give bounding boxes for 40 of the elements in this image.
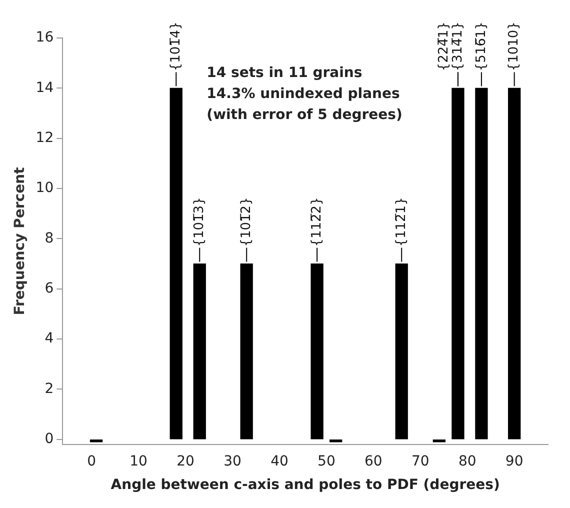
x-axis-title: Angle between c-axis and poles to PDF (degrees) xyxy=(110,477,500,494)
y-axis-title: Frequency Percent xyxy=(12,166,28,316)
annotation: (with error of 5 degrees) xyxy=(206,106,402,123)
y-tick-label: 10 xyxy=(36,180,54,196)
annotation: {314̅1} xyxy=(450,22,466,72)
y-tick-label: 2 xyxy=(44,380,54,397)
annotation: {101̅4} xyxy=(168,22,184,72)
annotation: {224̅1} xyxy=(436,22,452,72)
x-tick-label: 90 xyxy=(505,453,524,470)
bar xyxy=(432,440,446,442)
x-tick-label: 0 xyxy=(87,453,96,470)
x-tick-label: 10 xyxy=(130,453,148,470)
y-tick-label: 14 xyxy=(36,80,54,96)
annotation: {1010} xyxy=(506,22,522,72)
y-tick-label: 0 xyxy=(44,431,54,448)
bar xyxy=(452,88,464,440)
annotation: {112̅1} xyxy=(394,197,409,247)
y-tick-label: 16 xyxy=(36,30,54,46)
x-tick-label: 20 xyxy=(176,453,194,470)
annotation: {101̅3} xyxy=(192,197,207,247)
bar xyxy=(475,88,488,440)
annotation: {101̅2} xyxy=(238,197,254,247)
y-tick-label: 12 xyxy=(36,130,54,146)
x-tick-label: 60 xyxy=(364,453,382,470)
bar xyxy=(508,88,521,440)
x-tick-label: 40 xyxy=(270,453,288,470)
y-tick-label: 6 xyxy=(44,280,54,297)
annotation: {516̅1} xyxy=(474,22,489,72)
x-tick-label: 70 xyxy=(411,453,430,470)
bar xyxy=(330,440,342,442)
annotation: 14 sets in 11 grains xyxy=(206,64,362,81)
y-tick-label: 8 xyxy=(44,230,54,246)
annotation: 14.3% unindexed planes xyxy=(206,86,400,102)
x-tick-label: 50 xyxy=(318,453,336,470)
x-tick-label: 80 xyxy=(458,453,476,470)
bar xyxy=(170,88,182,440)
x-tick-label: 30 xyxy=(224,453,242,470)
annotation: {112̅2} xyxy=(309,197,324,247)
y-tick-label: 4 xyxy=(44,330,54,347)
bar xyxy=(90,440,103,442)
